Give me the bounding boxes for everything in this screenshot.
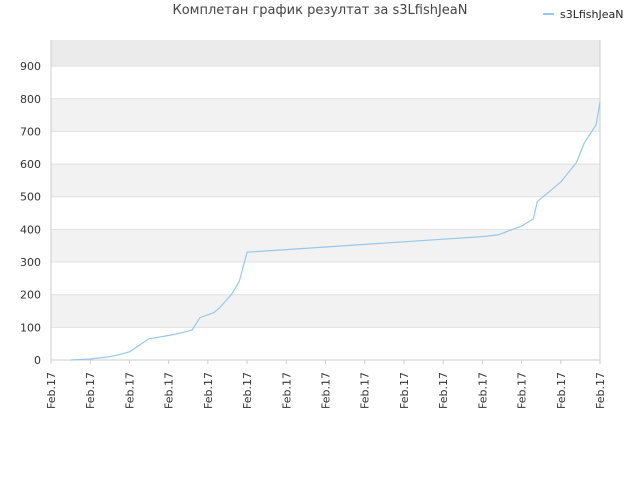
grid-band <box>51 98 600 132</box>
x-tick-label: Feb.17 <box>476 372 489 409</box>
y-tick-label: 0 <box>34 354 41 367</box>
y-tick-label: 400 <box>20 223 41 236</box>
y-tick-label: 500 <box>20 191 41 204</box>
x-tick-label: Feb.17 <box>163 372 176 409</box>
x-tick-label: Feb.17 <box>280 372 293 409</box>
x-tick-label: Feb.17 <box>516 372 529 409</box>
x-tick-label: Feb.17 <box>398 372 411 409</box>
series-line <box>70 101 601 361</box>
legend-swatch <box>543 13 554 15</box>
y-tick-label: 700 <box>20 125 41 138</box>
chart-title: Комплетан график резултат за s3LfishJeaN <box>172 3 468 18</box>
grid-band <box>51 229 600 263</box>
x-tick-label: Feb.17 <box>84 372 97 409</box>
y-tick-label: 100 <box>20 321 41 334</box>
x-tick-label: Feb.17 <box>45 372 58 409</box>
grid-band <box>51 294 600 328</box>
x-tick-label: Feb.17 <box>359 372 372 409</box>
y-tick-label: 200 <box>20 289 41 302</box>
x-tick-label: Feb.17 <box>555 372 568 409</box>
legend-label: s3LfishJeaN <box>560 7 624 21</box>
grid-band <box>51 40 600 67</box>
x-tick-label: Feb.17 <box>123 372 136 409</box>
x-tick-label: Feb.17 <box>241 372 254 409</box>
grid-band <box>51 164 600 197</box>
y-tick-label: 800 <box>20 93 41 106</box>
x-tick-label: Feb.17 <box>320 372 333 409</box>
y-tick-label: 900 <box>20 60 41 73</box>
x-tick-label: Feb.17 <box>594 372 607 409</box>
x-tick-label: Feb.17 <box>437 372 450 409</box>
x-tick-label: Feb.17 <box>202 372 215 409</box>
y-tick-label: 600 <box>20 158 41 171</box>
legend: s3LfishJeaN <box>543 7 623 21</box>
y-tick-label: 300 <box>20 256 41 269</box>
